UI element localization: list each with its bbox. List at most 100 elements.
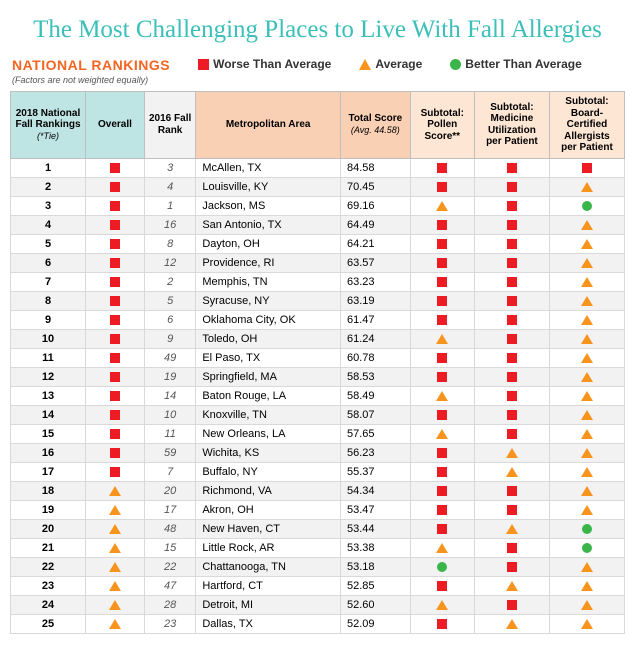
cell [474, 367, 549, 386]
square-icon [507, 543, 517, 553]
circle-icon [437, 562, 447, 572]
cell: Buffalo, NY [196, 462, 341, 481]
square-icon [507, 429, 517, 439]
triangle-icon [581, 220, 593, 230]
cell [549, 576, 624, 595]
legend-worse: Worse Than Average [198, 57, 331, 71]
cell [410, 215, 474, 234]
triangle-icon [581, 619, 593, 629]
cell [410, 557, 474, 576]
cell: 53.47 [341, 500, 411, 519]
cell [410, 595, 474, 614]
triangle-icon [506, 448, 518, 458]
cell: San Antonio, TX [196, 215, 341, 234]
cell: 69.16 [341, 196, 411, 215]
cell: 63.57 [341, 253, 411, 272]
triangle-icon [581, 334, 593, 344]
square-icon [437, 220, 447, 230]
cell: 8 [144, 234, 195, 253]
cell: 9 [11, 310, 86, 329]
cell [474, 424, 549, 443]
cell [86, 614, 145, 633]
cell [86, 177, 145, 196]
square-icon [507, 372, 517, 382]
cell: 11 [11, 348, 86, 367]
square-icon [437, 619, 447, 629]
cell [86, 519, 145, 538]
col-header: Subtotal:PollenScore** [410, 92, 474, 159]
table-row: 2222Chattanooga, TN53.18 [11, 557, 625, 576]
cell: Wichita, KS [196, 443, 341, 462]
square-icon [437, 296, 447, 306]
cell [86, 310, 145, 329]
table-row: 109Toledo, OH61.24 [11, 329, 625, 348]
cell [474, 158, 549, 177]
cell: 63.23 [341, 272, 411, 291]
cell [410, 329, 474, 348]
cell: 84.58 [341, 158, 411, 177]
cell: 56.23 [341, 443, 411, 462]
square-icon [110, 239, 120, 249]
square-icon [582, 163, 592, 173]
square-icon [110, 220, 120, 230]
cell [86, 405, 145, 424]
cell [549, 348, 624, 367]
cell: New Haven, CT [196, 519, 341, 538]
square-icon [437, 277, 447, 287]
cell [410, 291, 474, 310]
cell: 59 [144, 443, 195, 462]
cell [549, 443, 624, 462]
cell: Dallas, TX [196, 614, 341, 633]
square-icon [507, 220, 517, 230]
cell: 4 [144, 177, 195, 196]
square-icon [507, 486, 517, 496]
cell [474, 291, 549, 310]
cell: 14 [11, 405, 86, 424]
cell: 15 [144, 538, 195, 557]
cell [549, 481, 624, 500]
table-row: 177Buffalo, NY55.37 [11, 462, 625, 481]
triangle-icon [109, 581, 121, 591]
cell [474, 614, 549, 633]
triangle-icon [436, 543, 448, 553]
triangle-icon [506, 467, 518, 477]
table-row: 1917Akron, OH53.47 [11, 500, 625, 519]
cell [86, 576, 145, 595]
square-icon [110, 296, 120, 306]
cell: 10 [11, 329, 86, 348]
cell [474, 576, 549, 595]
rankings-table: 2018 NationalFall Rankings(*Tie)Overall2… [10, 91, 625, 634]
cell: 23 [144, 614, 195, 633]
triangle-icon [436, 391, 448, 401]
triangle-icon [581, 448, 593, 458]
triangle-icon [436, 429, 448, 439]
cell [549, 519, 624, 538]
cell: 19 [144, 367, 195, 386]
square-icon [437, 372, 447, 382]
cell [410, 443, 474, 462]
cell: 52.60 [341, 595, 411, 614]
triangle-icon [109, 505, 121, 515]
national-rankings-label: NATIONAL RANKINGS [12, 57, 170, 73]
col-header: 2016 FallRank [144, 92, 195, 159]
cell [549, 424, 624, 443]
triangle-icon [359, 59, 371, 70]
cell: 53.38 [341, 538, 411, 557]
triangle-icon [581, 353, 593, 363]
cell: 4 [11, 215, 86, 234]
cell [86, 329, 145, 348]
cell [474, 557, 549, 576]
page-title: The Most Challenging Places to Live With… [10, 15, 625, 45]
cell: 24 [11, 595, 86, 614]
square-icon [110, 410, 120, 420]
square-icon [507, 315, 517, 325]
square-icon [110, 258, 120, 268]
cell [410, 576, 474, 595]
circle-icon [582, 543, 592, 553]
triangle-icon [581, 467, 593, 477]
square-icon [437, 182, 447, 192]
cell [474, 234, 549, 253]
cell [549, 158, 624, 177]
square-icon [507, 334, 517, 344]
triangle-icon [109, 600, 121, 610]
